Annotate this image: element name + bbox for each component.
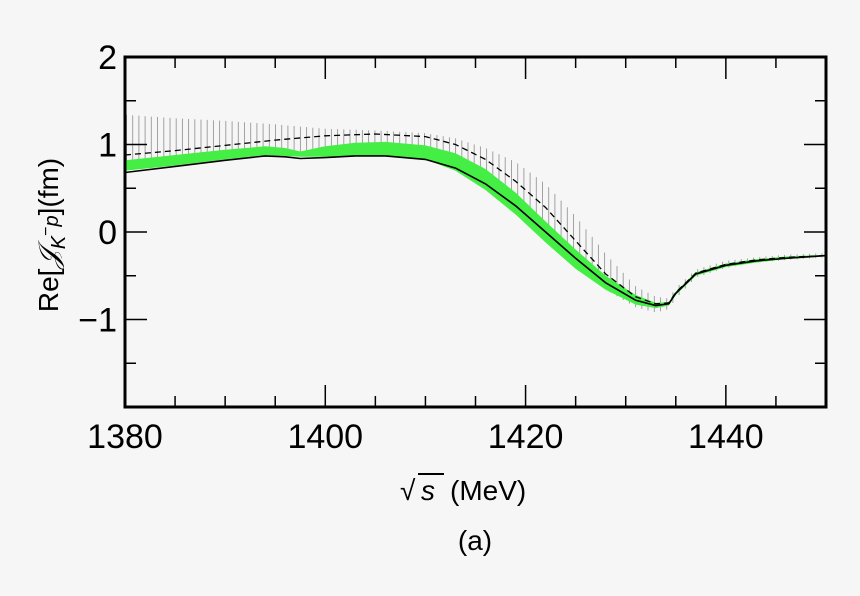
x-tick-label: 1440 (688, 418, 764, 456)
x-axis-label-variable: s (421, 475, 435, 506)
band-area (125, 141, 826, 309)
y-axis-label-suffix: ](fm) (33, 158, 64, 216)
y-axis-label-subscript-p: p (41, 215, 63, 227)
y-axis-label-prefix: Re[ (33, 268, 64, 312)
y-tick-label: −1 (78, 302, 117, 340)
y-tick-label: 1 (98, 127, 117, 165)
x-tick-label: 1380 (87, 418, 163, 456)
x-axis-label-unit: (MeV) (450, 475, 526, 506)
panel-label: (a) (458, 525, 492, 556)
green-uncertainty-band (125, 141, 826, 309)
x-tick-label: 1420 (488, 418, 564, 456)
plot-frame (123, 55, 828, 409)
y-axis-label-subscript: K (48, 234, 70, 249)
dashed-line (124, 133, 827, 305)
series-lines (124, 133, 827, 307)
tick-labels: 1380 1400 1420 1440 2 1 0 −1 (78, 39, 763, 456)
x-axis-label-sqrt: √ (400, 475, 416, 506)
x-axis-label: √ s (MeV) (400, 473, 526, 506)
y-tick-label: 0 (98, 214, 117, 252)
y-tick-label: 2 (98, 39, 117, 77)
y-axis-label: Re[𝒥K−p](fm) (32, 158, 70, 312)
x-tick-label: 1400 (287, 418, 363, 456)
central-line (124, 155, 827, 307)
plot-background (125, 57, 826, 407)
y-axis-label-superscript: − (38, 227, 55, 236)
